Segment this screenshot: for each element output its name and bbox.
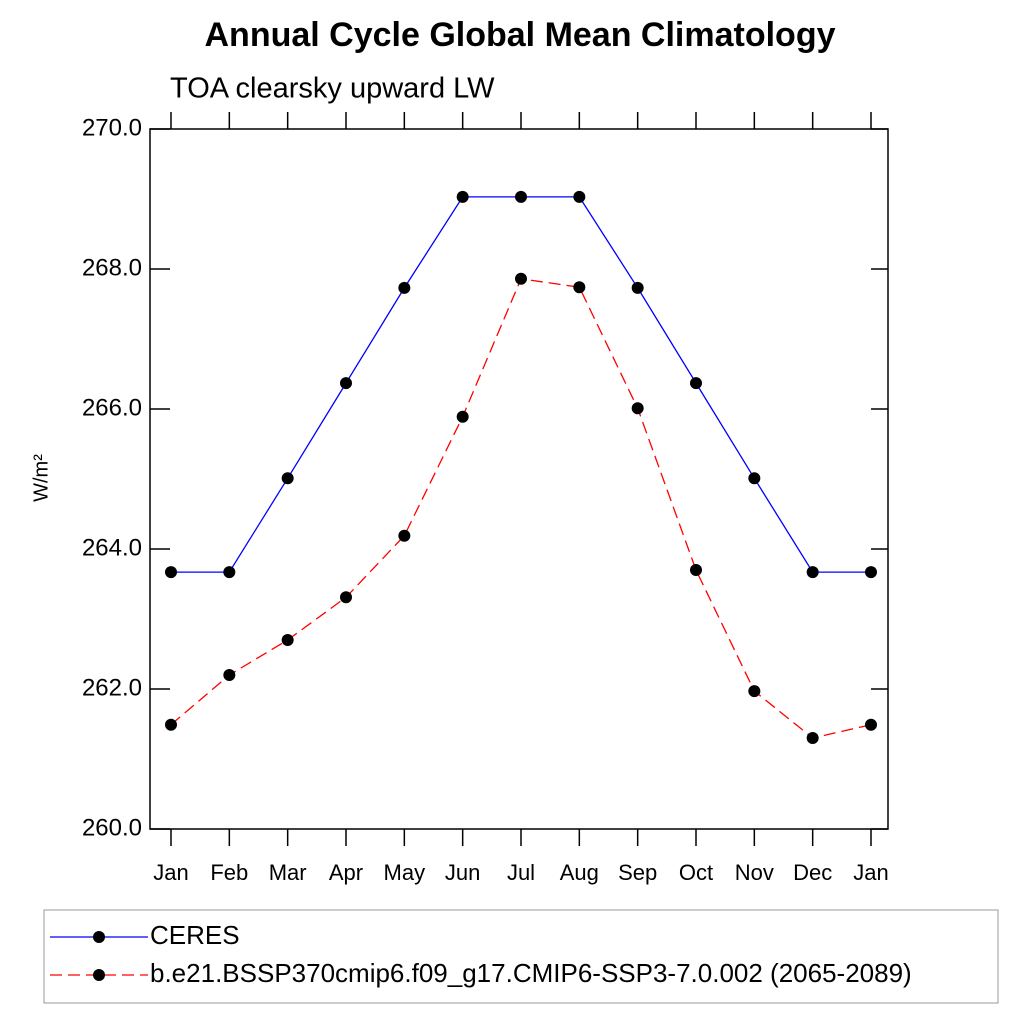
data-point <box>515 272 527 285</box>
legend-marker <box>93 931 105 943</box>
y-tick-label: 262.0 <box>82 674 142 701</box>
data-point <box>515 190 527 203</box>
data-point <box>631 402 644 415</box>
y-tick-label: 266.0 <box>82 394 142 421</box>
data-point <box>281 634 294 646</box>
series-line <box>170 278 872 739</box>
data-point <box>573 281 586 294</box>
y-tick-label: 260.0 <box>82 814 142 841</box>
data-point <box>631 281 644 294</box>
data-point <box>806 566 819 579</box>
data-point <box>865 718 877 731</box>
data-point <box>456 410 469 423</box>
data-point <box>865 566 877 579</box>
x-tick-label: Jul <box>507 860 535 885</box>
legend-marker <box>93 969 105 981</box>
chart-subtitle: TOA clearsky upward LW <box>170 73 495 105</box>
plot-frame <box>149 128 889 830</box>
data-point <box>690 564 702 576</box>
data-point <box>165 718 177 731</box>
data-point <box>573 190 586 203</box>
data-point <box>223 669 236 681</box>
data-point <box>806 732 819 744</box>
x-tick-label: Sep <box>618 860 657 885</box>
data-point <box>165 566 177 579</box>
data-point <box>340 591 352 604</box>
series-line <box>171 196 871 573</box>
x-tick-label: Nov <box>735 860 774 885</box>
y-tick-label: 270.0 <box>82 114 142 141</box>
x-tick-label: Jan <box>153 860 188 885</box>
data-point <box>690 377 702 390</box>
data-point <box>398 281 411 294</box>
data-point <box>456 190 469 203</box>
legend-label: b.e21.BSSP370cmip6.f09_g17.CMIP6-SSP3-7.… <box>150 958 912 988</box>
data-point <box>340 377 352 390</box>
y-axis-label: W/m² <box>30 454 52 502</box>
x-tick-label: Apr <box>329 860 363 885</box>
chart-title: Annual Cycle Global Mean Climatology <box>205 16 836 54</box>
y-tick-label: 268.0 <box>82 254 142 281</box>
x-tick-label: Oct <box>679 860 713 885</box>
x-tick-label: Aug <box>560 860 599 885</box>
data-point <box>398 529 411 542</box>
y-tick-label: 264.0 <box>82 534 142 561</box>
x-tick-label: Jun <box>445 860 480 885</box>
x-tick-label: Jan <box>853 860 888 885</box>
x-tick-label: May <box>384 860 426 885</box>
x-tick-label: Mar <box>269 860 307 885</box>
x-tick-label: Feb <box>210 860 248 885</box>
data-point <box>748 685 761 698</box>
x-tick-label: Dec <box>793 860 832 885</box>
data-point <box>223 566 236 579</box>
data-point <box>281 472 294 485</box>
legend-label: CERES <box>150 920 240 950</box>
legend-frame <box>43 909 999 1004</box>
data-point <box>748 472 761 485</box>
